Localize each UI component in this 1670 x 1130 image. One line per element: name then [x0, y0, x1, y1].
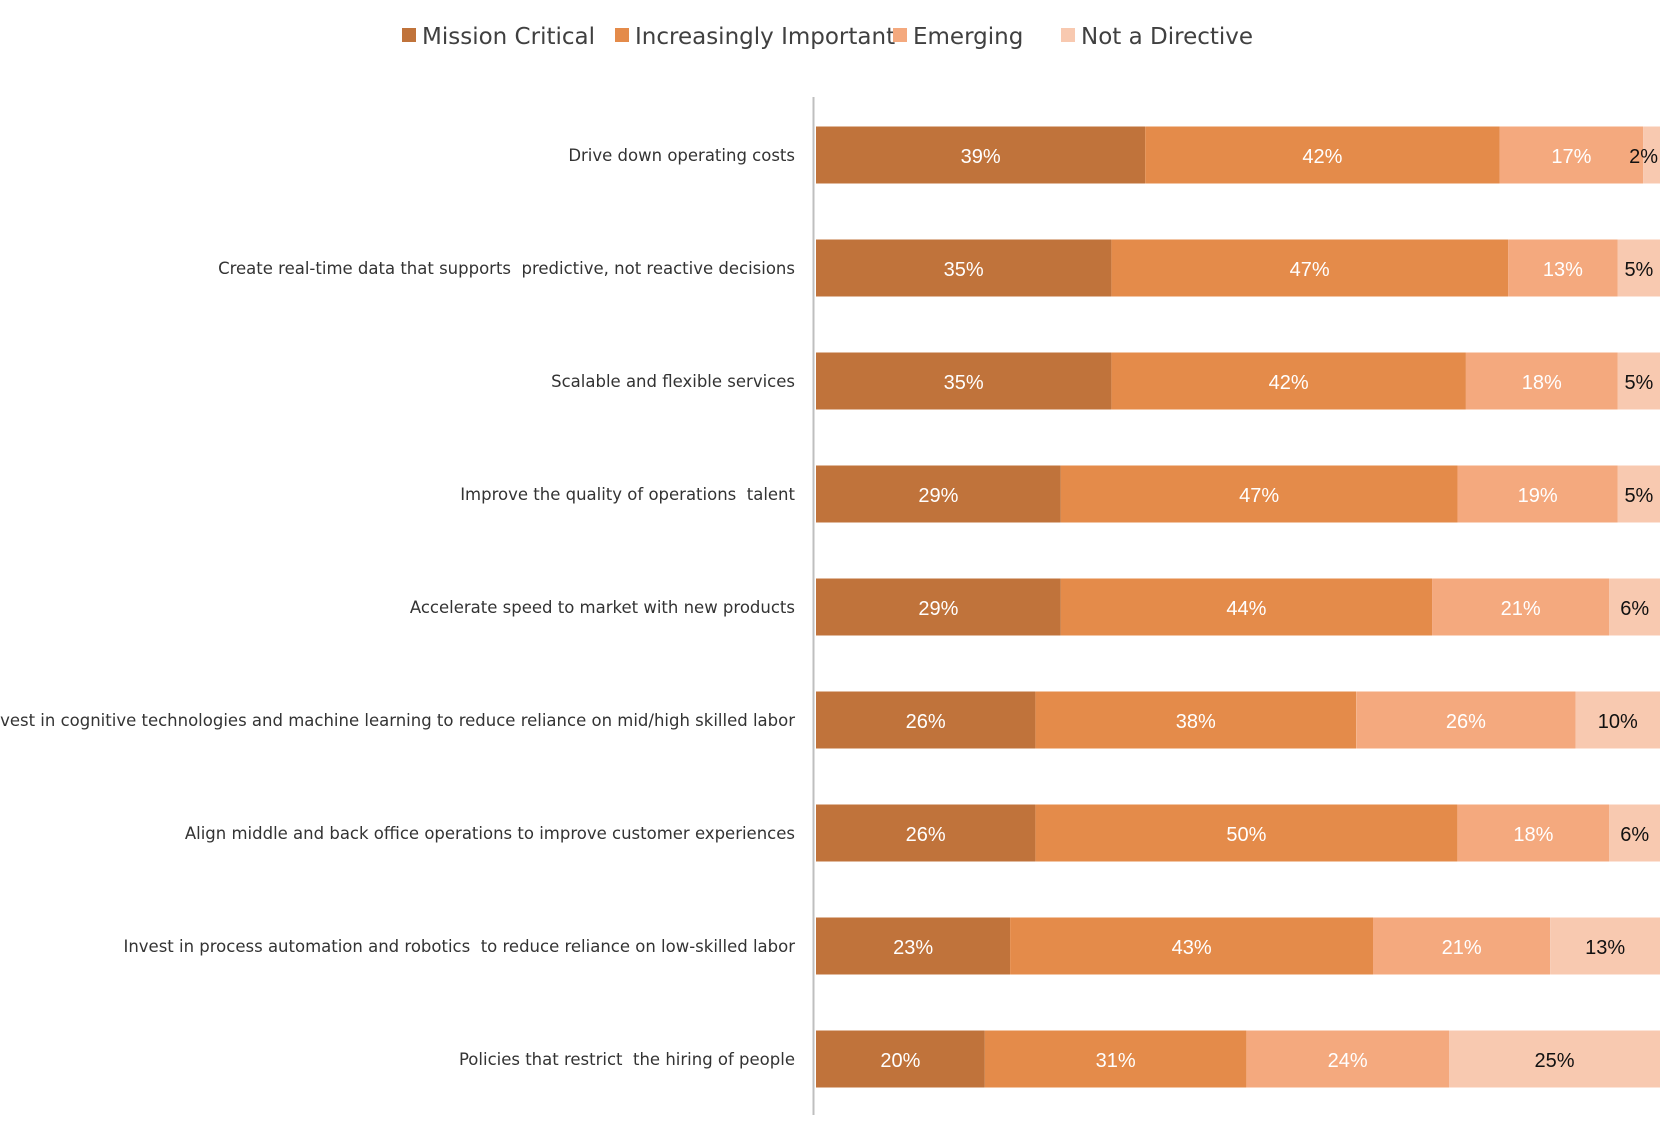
bar-segment-not-a-directive [1643, 126, 1660, 184]
category-label: Create real-time data that supports pred… [218, 259, 795, 278]
data-label: 21% [1501, 598, 1541, 620]
data-label: 42% [1269, 372, 1309, 394]
value-labels: 39% 42% 17% 2% 35% 47% 13% 5% 35% 42% 18% 5% 29% 47% 1… [880, 146, 1658, 1072]
data-label: 5% [1624, 259, 1653, 281]
data-label: 26% [1446, 711, 1486, 733]
data-label: 13% [1543, 259, 1583, 281]
data-label: 26% [906, 711, 946, 733]
bar-segment-not-a-directive [1617, 352, 1660, 410]
data-label: 10% [1598, 711, 1638, 733]
bar-segments [816, 126, 1660, 1088]
category-label: Invest in process automation and robotic… [123, 937, 795, 956]
bar-segment-increasingly-important [1111, 239, 1509, 297]
bar-segment-emerging [1246, 1030, 1449, 1088]
data-label: 38% [1176, 711, 1216, 733]
bar-segment-not-a-directive [1449, 1030, 1660, 1088]
legend-swatch [1061, 28, 1075, 42]
legend-label: Emerging [913, 24, 1023, 50]
data-label: 5% [1624, 372, 1653, 394]
chart-legend: Mission Critical Increasingly Important Em… [402, 24, 1253, 50]
data-label: 18% [1513, 824, 1553, 846]
data-label: 29% [918, 485, 958, 507]
bar-segment-increasingly-important [1060, 465, 1458, 523]
data-label: 18% [1522, 372, 1562, 394]
bar-segment-emerging [1457, 804, 1610, 862]
legend-swatch [893, 28, 907, 42]
legend-label: Increasingly Important [635, 24, 895, 50]
bar-segment-not-a-directive [1617, 465, 1660, 523]
bar-segment-mission-critical [816, 917, 1011, 975]
bar-segment-increasingly-important [1035, 691, 1357, 749]
legend-item-mission-critical: Mission Critical [402, 24, 595, 50]
legend-item-emerging: Emerging [893, 24, 1023, 50]
bar-segment-emerging [1499, 126, 1644, 184]
category-label: Improve the quality of operations talent [460, 485, 795, 504]
bar-segment-emerging [1432, 578, 1610, 636]
bar-segment-emerging [1373, 917, 1551, 975]
bar-segment-not-a-directive [1609, 804, 1660, 862]
category-label: Align middle and back office operations … [185, 824, 795, 843]
legend-item-increasingly-important: Increasingly Important [615, 24, 895, 50]
bar-segment-not-a-directive [1575, 691, 1660, 749]
data-label: 47% [1290, 259, 1330, 281]
bar-segment-emerging [1465, 352, 1618, 410]
category-label: Policies that restrict the hiring of peo… [459, 1050, 795, 1069]
data-label: 19% [1518, 485, 1558, 507]
bar-segment-mission-critical [816, 465, 1061, 523]
bar-segment-mission-critical [816, 804, 1036, 862]
bar-segment-increasingly-important [984, 1030, 1247, 1088]
data-label: 6% [1620, 824, 1649, 846]
category-label: Accelerate speed to market with new prod… [410, 598, 795, 617]
data-label: 6% [1620, 598, 1649, 620]
legend-item-not-a-directive: Not a Directive [1061, 24, 1253, 50]
data-label: 43% [1172, 937, 1212, 959]
data-label: 42% [1302, 146, 1342, 168]
data-label: 23% [893, 937, 933, 959]
bar-segment-not-a-directive [1550, 917, 1660, 975]
data-label: 20% [880, 1050, 920, 1072]
data-label: 5% [1624, 485, 1653, 507]
data-label: 25% [1534, 1050, 1574, 1072]
category-label: Drive down operating costs [568, 146, 795, 165]
bar-segment-increasingly-important [1035, 804, 1458, 862]
category-label: Invest in cognitive technologies and mac… [0, 711, 795, 730]
bar-segment-increasingly-important [1010, 917, 1373, 975]
bar-segment-emerging [1508, 239, 1618, 297]
bar-segment-emerging [1356, 691, 1576, 749]
legend-swatch [615, 28, 629, 42]
bar-segment-not-a-directive [1609, 578, 1660, 636]
data-label: 24% [1328, 1050, 1368, 1072]
bar-segment-mission-critical [816, 352, 1112, 410]
data-label: 26% [906, 824, 946, 846]
legend-label: Not a Directive [1081, 24, 1253, 50]
bar-segment-not-a-directive [1617, 239, 1660, 297]
bar-segment-mission-critical [816, 126, 1146, 184]
data-label: 50% [1226, 824, 1266, 846]
data-label: 21% [1442, 937, 1482, 959]
legend-swatch [402, 28, 416, 42]
bar-segment-mission-critical [816, 578, 1061, 636]
data-label: 47% [1239, 485, 1279, 507]
data-label: 44% [1226, 598, 1266, 620]
bar-segment-increasingly-important [1060, 578, 1433, 636]
bar-segment-mission-critical [816, 691, 1036, 749]
category-label: Scalable and flexible services [551, 372, 795, 391]
data-label: 35% [944, 259, 984, 281]
data-label: 31% [1096, 1050, 1136, 1072]
data-label: 29% [918, 598, 958, 620]
category-labels: Drive down operating costs Create real-ti… [0, 146, 796, 1069]
data-label: 39% [961, 146, 1001, 168]
data-label: 17% [1551, 146, 1591, 168]
data-label: 13% [1585, 937, 1625, 959]
bar-segment-emerging [1457, 465, 1618, 523]
legend-label: Mission Critical [422, 24, 595, 50]
data-label: 35% [944, 372, 984, 394]
bar-segment-mission-critical [816, 239, 1112, 297]
bar-segment-increasingly-important [1145, 126, 1500, 184]
bar-segment-increasingly-important [1111, 352, 1466, 410]
data-label: 2% [1629, 146, 1658, 168]
bar-segment-mission-critical [816, 1030, 985, 1088]
